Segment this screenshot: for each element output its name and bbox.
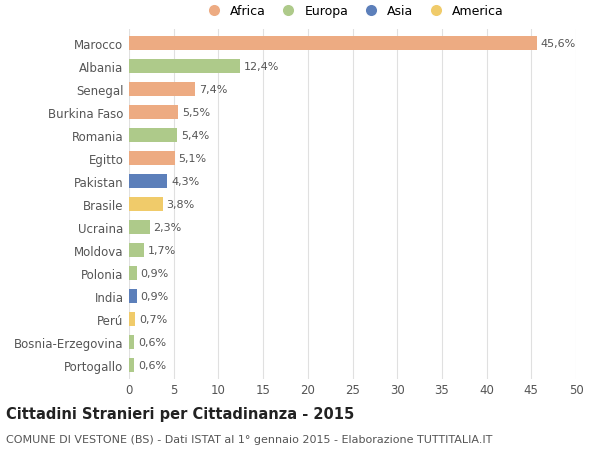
Bar (129, 289, 137, 303)
Bar (129, 174, 167, 188)
Text: 0,6%: 0,6% (138, 360, 166, 370)
Legend: Africa, Europa, Asia, America: Africa, Europa, Asia, America (199, 3, 506, 21)
Text: 4,3%: 4,3% (171, 176, 199, 186)
Text: 0,7%: 0,7% (139, 314, 167, 324)
Text: 45,6%: 45,6% (540, 39, 575, 49)
Bar (129, 83, 195, 96)
Text: 7,4%: 7,4% (199, 84, 227, 95)
Text: 5,5%: 5,5% (182, 107, 210, 118)
Text: 5,4%: 5,4% (181, 130, 209, 140)
Text: Cittadini Stranieri per Cittadinanza - 2015: Cittadini Stranieri per Cittadinanza - 2… (6, 406, 354, 421)
Bar (129, 106, 178, 119)
Text: 0,9%: 0,9% (140, 291, 169, 301)
Text: 2,3%: 2,3% (153, 222, 181, 232)
Text: 5,1%: 5,1% (178, 153, 206, 163)
Text: 12,4%: 12,4% (244, 62, 279, 72)
Bar (129, 151, 175, 165)
Bar (129, 312, 135, 326)
Bar (129, 243, 144, 257)
Bar (129, 358, 134, 372)
Bar (129, 197, 163, 211)
Bar (129, 129, 177, 142)
Bar (129, 266, 137, 280)
Text: 1,7%: 1,7% (148, 245, 176, 255)
Text: 0,6%: 0,6% (138, 337, 166, 347)
Bar (129, 220, 149, 234)
Bar (129, 335, 134, 349)
Bar (129, 37, 536, 50)
Bar (129, 60, 240, 73)
Text: 0,9%: 0,9% (140, 268, 169, 278)
Text: 3,8%: 3,8% (167, 199, 195, 209)
Text: COMUNE DI VESTONE (BS) - Dati ISTAT al 1° gennaio 2015 - Elaborazione TUTTITALIA: COMUNE DI VESTONE (BS) - Dati ISTAT al 1… (6, 434, 493, 444)
